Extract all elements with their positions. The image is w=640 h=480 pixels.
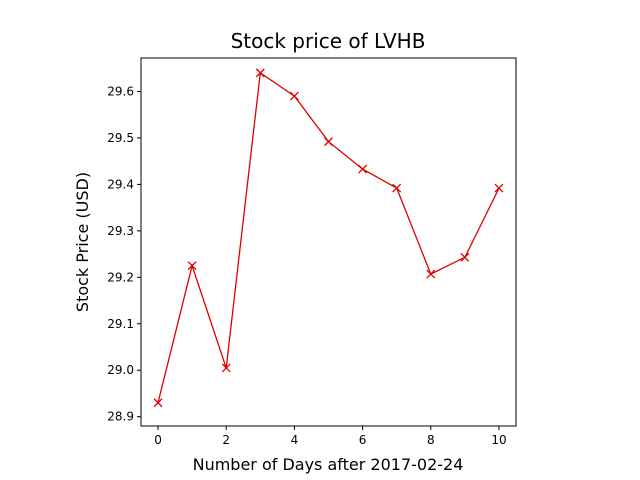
plot-area [140,57,517,427]
price-series-markers [153,68,504,408]
data-point-marker [289,91,299,101]
data-point-marker [153,398,163,408]
data-point-marker [426,269,436,279]
y-tick-label: 29.2 [107,270,134,284]
y-tick-label: 29.1 [107,317,134,331]
data-point-marker [358,164,368,174]
x-tick-label: 0 [154,433,162,447]
y-axis: 28.9 29.0 29.1 29.2 29.3 29.4 29.5 29.6 [107,84,141,424]
y-axis-label: Stock Price (USD) [73,172,92,312]
price-series-line [157,71,500,403]
x-tick-label: 4 [291,433,299,447]
y-tick-label: 29.0 [107,363,134,377]
y-tick-label: 29.5 [107,131,134,145]
y-tick-label: 29.4 [107,177,134,191]
data-point-marker [494,183,504,193]
x-tick-label: 10 [491,433,506,447]
data-point-marker [255,68,265,78]
data-point-marker [324,137,333,147]
data-point-marker [460,252,470,262]
data-point-marker [187,261,197,271]
chart-title: Stock price of LVHB [231,29,426,53]
x-tick-label: 2 [222,433,230,447]
data-point-marker [221,363,231,373]
x-tick-label: 6 [359,433,367,447]
y-tick-label: 29.6 [107,84,134,98]
y-tick-label: 28.9 [107,410,134,424]
x-axis: 0 2 4 6 8 10 [154,426,507,447]
x-axis-label: Number of Days after 2017-02-24 [193,455,464,474]
data-point-marker [392,183,402,193]
y-tick-label: 29.3 [107,224,134,238]
x-tick-label: 8 [427,433,435,447]
